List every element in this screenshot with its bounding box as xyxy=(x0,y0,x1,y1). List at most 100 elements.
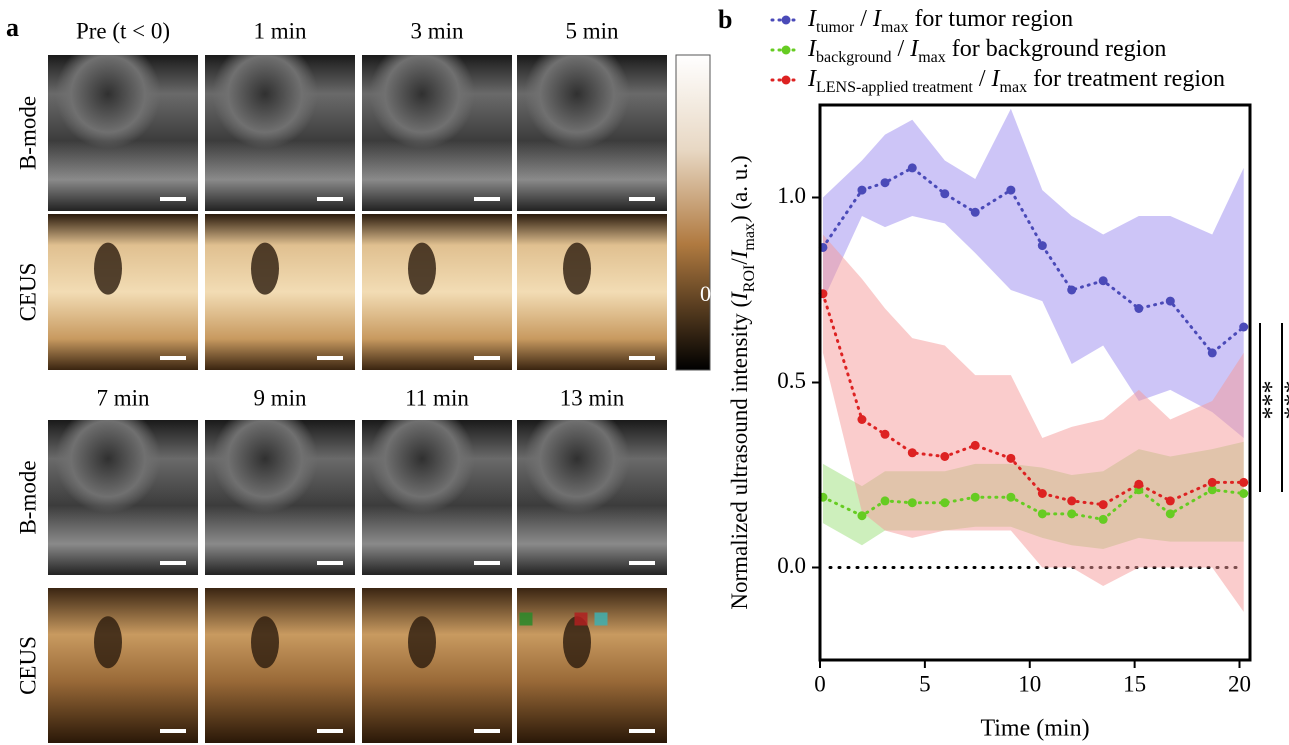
data-point xyxy=(1067,286,1076,295)
tumor-region xyxy=(48,55,198,211)
tumor-core xyxy=(94,243,122,295)
x-axis-label: Time (min) xyxy=(980,716,1089,742)
data-point xyxy=(1038,489,1047,498)
ceus-image xyxy=(205,588,355,743)
legend-marker xyxy=(782,46,791,55)
data-point xyxy=(1067,496,1076,505)
significance-label: *** xyxy=(1279,381,1289,420)
data-point xyxy=(1208,348,1217,357)
text-part: background xyxy=(816,49,892,66)
data-point xyxy=(1166,297,1175,306)
data-point xyxy=(857,415,866,424)
tumor-region xyxy=(205,55,355,211)
x-tick-label: 5 xyxy=(919,671,931,696)
time-label: 11 min xyxy=(405,385,469,410)
text-part: ) (a. u.) xyxy=(727,155,752,223)
time-label: 3 min xyxy=(410,18,464,43)
data-point xyxy=(1006,493,1015,502)
x-tick-label: 20 xyxy=(1228,671,1251,696)
tumor-region xyxy=(48,420,198,575)
tumor-core xyxy=(94,616,122,668)
row-label: B-mode xyxy=(15,460,40,534)
tumor-region xyxy=(362,420,512,575)
text-part: max xyxy=(741,223,758,251)
x-tick-label: 15 xyxy=(1123,671,1146,696)
data-point xyxy=(1239,478,1248,487)
data-point xyxy=(881,178,890,187)
tumor-core xyxy=(251,243,279,295)
text-part: max xyxy=(881,19,909,36)
colorbar-label: 0 xyxy=(700,281,711,306)
data-point xyxy=(908,498,917,507)
text-part: / xyxy=(973,66,992,92)
panel-label: a xyxy=(6,13,19,42)
tumor-core xyxy=(251,616,279,668)
ceus-image xyxy=(205,214,355,370)
data-point xyxy=(908,163,917,172)
x-tick-label: 10 xyxy=(1018,671,1041,696)
legend-label: Ibackground / Imax for background region xyxy=(807,36,1166,67)
tumor-region xyxy=(517,55,667,211)
ceus-image xyxy=(517,588,667,743)
y-axis-label: Normalized ultrasound intensity (IROI/Im… xyxy=(727,155,758,609)
data-point xyxy=(1134,480,1143,489)
data-point xyxy=(1038,241,1047,250)
data-point xyxy=(1208,478,1217,487)
data-point xyxy=(1134,304,1143,313)
legend-marker xyxy=(782,16,791,25)
time-label: 7 min xyxy=(96,385,150,410)
tumor-region xyxy=(205,420,355,575)
figure: a b 0 Pre (t < 0)1 min3 min5 min7 min9 m… xyxy=(0,0,1289,745)
data-point xyxy=(940,452,949,461)
data-point xyxy=(1006,454,1015,463)
text-part: Normalized ultrasound intensity ( xyxy=(727,300,752,610)
text-part: for tumor region xyxy=(908,6,1073,32)
data-point xyxy=(1038,509,1047,518)
y-tick-label: 0.0 xyxy=(777,553,806,578)
time-label: 1 min xyxy=(253,18,307,43)
data-point xyxy=(971,493,980,502)
row-label: B-mode xyxy=(15,96,40,170)
y-tick-label: 0.5 xyxy=(777,368,806,393)
text-part: / xyxy=(892,36,911,62)
roi-box xyxy=(595,613,607,625)
data-point xyxy=(1099,276,1108,285)
data-point xyxy=(1239,489,1248,498)
data-point xyxy=(1239,323,1248,332)
legend-label: ILENS-applied treatment / Imax for treat… xyxy=(807,66,1225,97)
data-point xyxy=(1166,496,1175,505)
data-point xyxy=(1099,500,1108,509)
roi-box xyxy=(575,613,587,625)
time-label: 5 min xyxy=(565,18,619,43)
text-part: for background region xyxy=(946,36,1167,62)
tumor-region xyxy=(517,420,667,575)
data-point xyxy=(881,430,890,439)
data-point xyxy=(881,496,890,505)
row-label: CEUS xyxy=(15,263,40,322)
time-label: Pre (t < 0) xyxy=(76,18,170,43)
data-point xyxy=(1099,515,1108,524)
text-part: LENS-applied treatment xyxy=(816,79,973,96)
time-label: 13 min xyxy=(560,385,625,410)
text-part: / xyxy=(854,6,873,32)
ceus-image xyxy=(362,588,512,743)
tumor-core xyxy=(408,243,436,295)
data-point xyxy=(1166,509,1175,518)
data-point xyxy=(857,511,866,520)
legend-marker xyxy=(782,76,791,85)
ceus-image xyxy=(362,214,512,370)
text-part: ROI xyxy=(741,265,758,293)
data-point xyxy=(971,441,980,450)
data-point xyxy=(940,498,949,507)
data-point xyxy=(908,448,917,457)
text-part: max xyxy=(918,49,946,66)
roi-box xyxy=(520,613,532,625)
ceus-image xyxy=(48,588,198,743)
row-label: CEUS xyxy=(15,636,40,695)
ceus-image xyxy=(517,214,667,370)
text-part: tumor xyxy=(816,19,855,36)
data-point xyxy=(940,189,949,198)
data-point xyxy=(1067,509,1076,518)
colorbar xyxy=(676,55,710,370)
tumor-core xyxy=(408,616,436,668)
